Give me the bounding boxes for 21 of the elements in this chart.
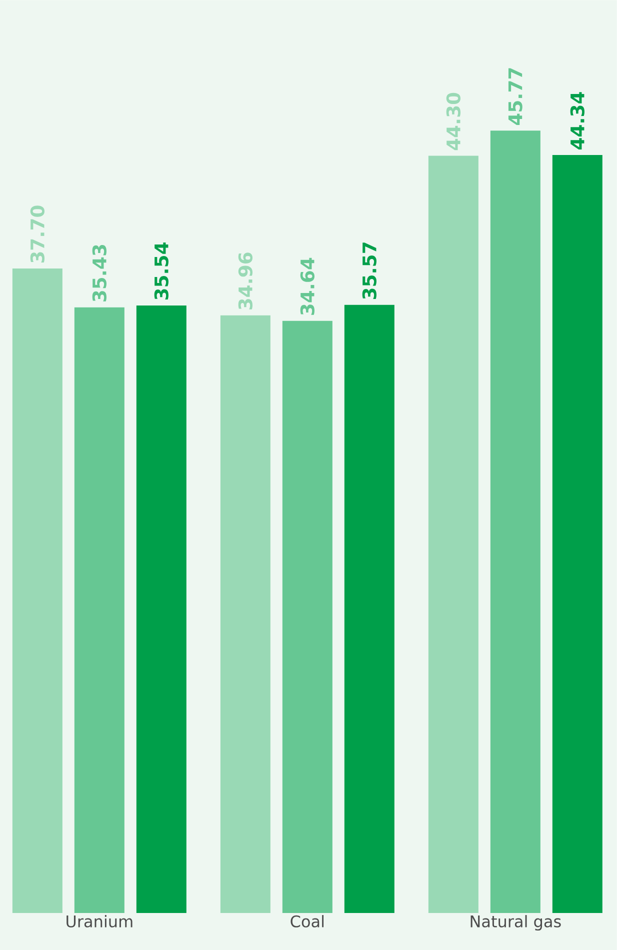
x-tick-label: Uranium bbox=[66, 915, 132, 928]
data-label: 35.43 bbox=[92, 245, 107, 302]
bar bbox=[490, 130, 540, 913]
bar bbox=[136, 305, 186, 913]
data-label: 34.96 bbox=[238, 252, 253, 310]
data-label: 35.54 bbox=[154, 242, 169, 300]
bar bbox=[282, 320, 332, 913]
bar bbox=[74, 307, 124, 913]
data-label: 45.77 bbox=[508, 68, 522, 126]
data-label: 35.57 bbox=[362, 242, 377, 299]
bar bbox=[552, 155, 602, 913]
data-label: 37.70 bbox=[30, 206, 45, 263]
bar bbox=[12, 268, 62, 913]
bar bbox=[220, 315, 270, 913]
x-tick-label: Coal bbox=[290, 915, 324, 928]
data-label: 34.64 bbox=[300, 258, 315, 315]
bar bbox=[428, 156, 478, 913]
data-label: 44.34 bbox=[570, 92, 585, 150]
x-tick-label: Natural gas bbox=[470, 915, 561, 931]
bar bbox=[344, 304, 394, 913]
data-label: 44.30 bbox=[446, 92, 461, 150]
